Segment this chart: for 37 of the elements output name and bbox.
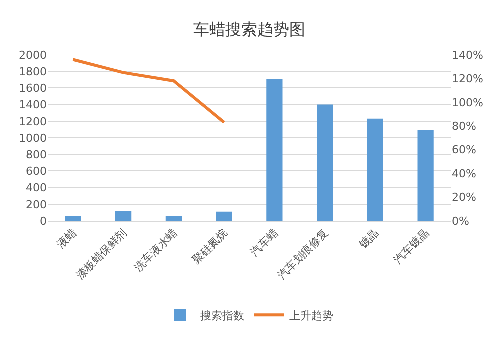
x-tick-label: 汽车蜡 [248,226,281,260]
y2-tick-label: 140% [452,48,484,62]
x-tick-label: 聚硅氮烷 [190,226,230,267]
x-tick-label: 镀晶 [356,226,382,252]
y2-tick-label: 20% [452,191,476,204]
y-tick-label: 2000 [19,48,47,62]
y2-tick-label: 80% [452,120,476,133]
x-tick-label: 液蜡 [54,226,80,252]
bar [216,212,232,221]
y-tick-label: 1800 [19,65,47,78]
x-tick-label: 洗车液水蜡 [132,226,180,275]
bar [116,211,132,221]
y2-tick-label: 40% [452,167,476,180]
y2-tick-label: 100% [452,96,484,110]
y-tick-label: 1200 [19,115,47,128]
y-tick-label: 200 [26,198,47,212]
x-tick-label: 汽车镀晶 [392,226,432,267]
y-tick-label: 1000 [19,132,47,145]
legend-label: 上升趋势 [290,309,334,322]
y-tick-label: 0 [40,214,47,228]
legend-label: 搜索指数 [200,309,244,322]
bar [367,118,384,221]
bar [65,216,82,221]
y-tick-label: 600 [26,165,47,178]
y-tick-label: 800 [26,148,47,162]
y2-tick-label: 120% [452,72,484,86]
bar [418,130,434,221]
line-series [72,58,226,124]
y2-tick-label: 0% [452,214,470,228]
y-tick-label: 1600 [19,82,47,96]
y2-tick-label: 60% [452,144,476,157]
y-tick-label: 1400 [19,98,47,112]
bar [266,79,283,221]
bar [317,104,334,221]
y-tick-label: 400 [26,182,47,195]
bar [166,216,182,221]
chart-title: 车蜡搜索趋势图 [194,20,306,40]
